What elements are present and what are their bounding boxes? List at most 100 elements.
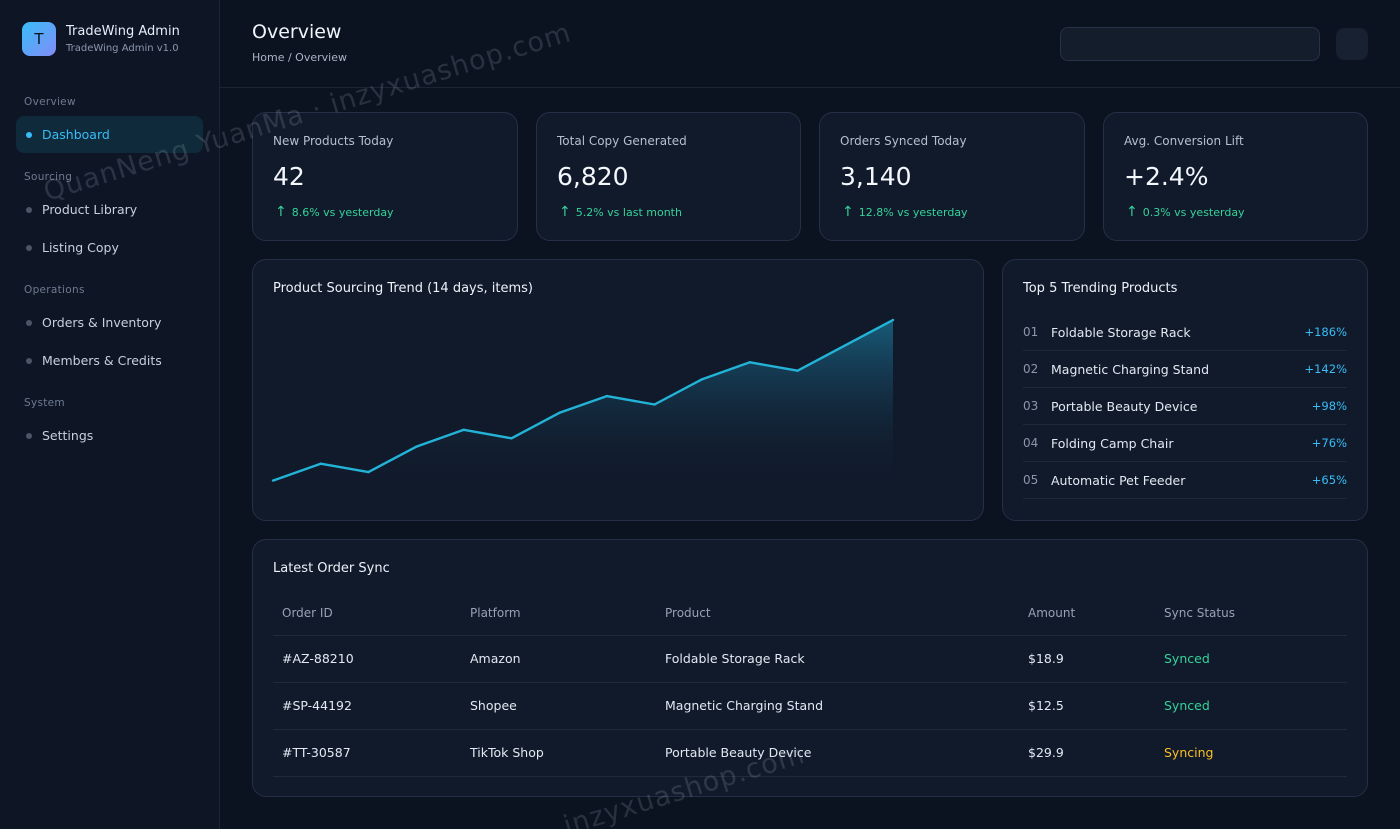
- page-title: Overview: [252, 21, 342, 43]
- stat-trend-text: 5.2% vs last month: [575, 205, 682, 219]
- chart-point-13[interactable]: [844, 344, 847, 347]
- sidebar: T TradeWing Admin TradeWing Admin v1.0 O…: [0, 0, 220, 829]
- chart-point-4[interactable]: [414, 445, 418, 448]
- sidebar-item-label: Orders & Inventory: [42, 315, 162, 330]
- sidebar-item-dashboard[interactable]: Dashboard: [16, 116, 203, 153]
- chart-point-12[interactable]: [796, 369, 799, 372]
- list-item[interactable]: 01 Foldable Storage Rack +186%: [1023, 314, 1347, 351]
- arrow-up-icon: ↑: [275, 204, 287, 220]
- sidebar-item-listing-copy[interactable]: Listing Copy: [16, 229, 203, 266]
- stat-label: New Products Today: [273, 134, 394, 148]
- chart-point-6[interactable]: [510, 437, 513, 440]
- chart-point-10[interactable]: [701, 378, 704, 381]
- sidebar-item-settings[interactable]: Settings: [16, 417, 203, 454]
- stat-trend: ↑ 5.2% vs last month: [557, 204, 682, 220]
- cell-platform: Shopee: [470, 698, 517, 713]
- stat-value: 6,820: [557, 162, 629, 191]
- column-header-product[interactable]: Product: [665, 606, 711, 620]
- sidebar-item-label: Settings: [42, 428, 94, 443]
- sidebar-item-label: Product Library: [42, 202, 138, 217]
- chart-point-8[interactable]: [605, 394, 608, 398]
- cell-product: Magnetic Charging Stand: [665, 698, 824, 713]
- list-item-rank: 02: [1023, 362, 1039, 376]
- table-divider: [273, 729, 1347, 730]
- list-item[interactable]: 05 Automatic Pet Feeder +65%: [1023, 462, 1347, 499]
- arrow-up-icon: ↑: [559, 204, 571, 220]
- status-badge: Syncing: [1164, 745, 1214, 760]
- list-item[interactable]: 02 Magnetic Charging Stand +142%: [1023, 351, 1347, 388]
- list-item-rank: 04: [1023, 436, 1039, 450]
- stat-label: Total Copy Generated: [557, 134, 687, 148]
- cell-product: Foldable Storage Rack: [665, 651, 805, 666]
- sidebar-item-label: Members & Credits: [42, 353, 162, 368]
- arrow-up-icon: ↑: [1126, 204, 1138, 220]
- stat-trend-text: 8.6% vs yesterday: [291, 205, 394, 219]
- topbar: Overview Home / Overview: [220, 0, 1400, 88]
- status-badge: Synced: [1164, 651, 1210, 666]
- list-item-name: Portable Beauty Device: [1051, 398, 1198, 414]
- chart-series-line: [272, 318, 894, 482]
- stat-card-conversion-lift: Avg. Conversion Lift +2.4% ↑ 0.3% vs yes…: [1103, 112, 1368, 241]
- list-item-growth: +142%: [1304, 362, 1347, 376]
- chart-point-14[interactable]: [891, 318, 895, 322]
- dot-icon: [26, 319, 32, 326]
- search-input[interactable]: [1060, 27, 1320, 61]
- sidebar-item-label: Dashboard: [42, 127, 110, 142]
- list-item[interactable]: 04 Folding Camp Chair +76%: [1023, 425, 1347, 462]
- stat-card-new-products: New Products Today 42 ↑ 8.6% vs yesterda…: [252, 112, 518, 241]
- column-header-amount[interactable]: Amount: [1028, 606, 1076, 620]
- breadcrumb[interactable]: Home / Overview: [252, 51, 347, 64]
- column-header-platform[interactable]: Platform: [470, 606, 521, 620]
- brand[interactable]: T TradeWing Admin TradeWing Admin v1.0: [22, 22, 180, 56]
- cell-amount: $18.9: [1028, 651, 1064, 666]
- cell-amount: $29.9: [1028, 745, 1064, 760]
- sidebar-item-members-credits[interactable]: Members & Credits: [16, 342, 203, 379]
- chart-point-2[interactable]: [319, 462, 322, 465]
- cell-order-id: #SP-44192: [282, 698, 352, 713]
- top-products-card: Top 5 Trending Products 01 Foldable Stor…: [1002, 259, 1368, 521]
- column-header-order-id[interactable]: Order ID: [282, 606, 333, 620]
- list-item[interactable]: 03 Portable Beauty Device +98%: [1023, 388, 1347, 425]
- stat-trend: ↑ 12.8% vs yesterday: [840, 204, 968, 220]
- status-badge: Synced: [1164, 698, 1210, 713]
- dot-icon: [26, 244, 32, 251]
- stat-label: Avg. Conversion Lift: [1124, 134, 1244, 148]
- cell-platform: TikTok Shop: [470, 745, 544, 760]
- list-item-rank: 03: [1023, 399, 1039, 413]
- list-item-name: Foldable Storage Rack: [1051, 324, 1191, 340]
- dot-icon: [26, 131, 32, 138]
- brand-name: TradeWing Admin: [66, 23, 180, 39]
- sidebar-item-orders-inventory[interactable]: Orders & Inventory: [16, 304, 203, 341]
- dot-icon: [26, 357, 32, 364]
- cell-amount: $12.5: [1028, 698, 1064, 713]
- list-item-growth: +76%: [1311, 436, 1347, 450]
- cell-order-id: #TT-30587: [282, 745, 351, 760]
- table-divider: [273, 635, 1347, 636]
- brand-version: TradeWing Admin v1.0: [66, 42, 179, 54]
- chart-point-1[interactable]: [271, 479, 275, 482]
- top-products-title: Top 5 Trending Products: [1023, 281, 1178, 296]
- dot-icon: [26, 432, 32, 439]
- stat-value: 42: [273, 162, 305, 191]
- chart-point-5[interactable]: [462, 428, 465, 431]
- cell-order-id: #AZ-88210: [282, 651, 354, 666]
- chart-point-9[interactable]: [653, 403, 656, 406]
- sidebar-item-product-library[interactable]: Product Library: [16, 191, 203, 228]
- cell-product: Portable Beauty Device: [665, 745, 812, 760]
- chart-point-7[interactable]: [558, 411, 561, 415]
- trend-chart: [271, 318, 895, 489]
- nav-group-system: System: [24, 397, 65, 409]
- list-item-growth: +65%: [1311, 473, 1347, 487]
- chart-point-11[interactable]: [748, 361, 752, 364]
- stat-trend-text: 0.3% vs yesterday: [1142, 205, 1245, 219]
- list-item-rank: 01: [1023, 325, 1039, 339]
- list-item-growth: +98%: [1311, 399, 1347, 413]
- list-item-name: Folding Camp Chair: [1051, 435, 1174, 451]
- avatar[interactable]: [1336, 28, 1368, 60]
- nav-group-sourcing: Sourcing: [24, 171, 73, 183]
- sidebar-item-label: Listing Copy: [42, 240, 119, 255]
- nav-group-operations: Operations: [24, 284, 85, 296]
- chart-point-3[interactable]: [367, 470, 370, 474]
- column-header-sync-status[interactable]: Sync Status: [1164, 606, 1235, 620]
- main-content: Overview Home / Overview New Products To…: [220, 0, 1400, 829]
